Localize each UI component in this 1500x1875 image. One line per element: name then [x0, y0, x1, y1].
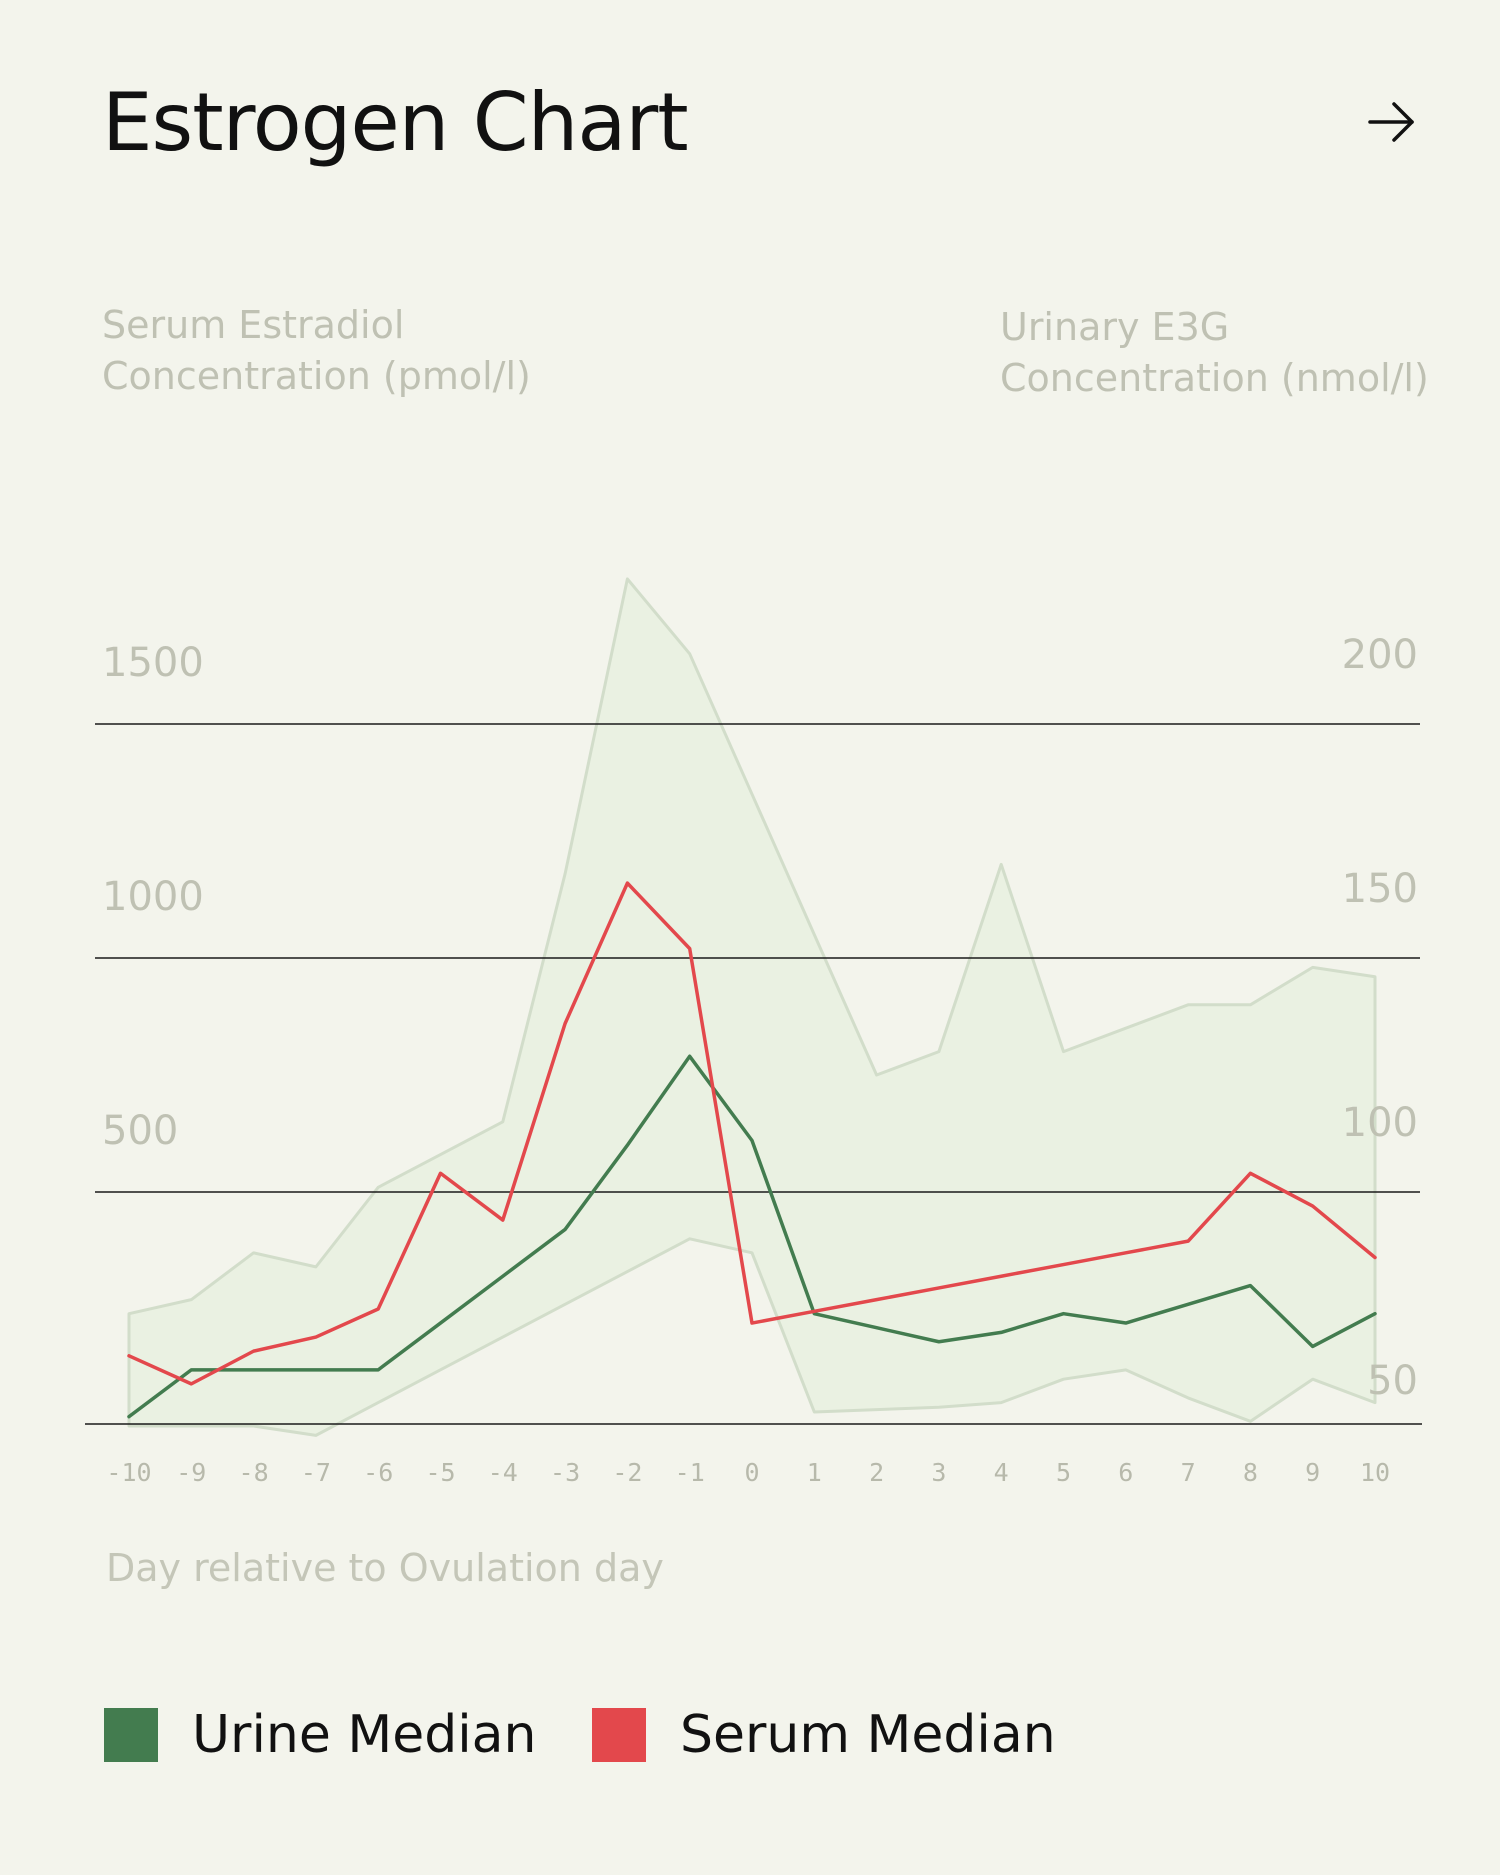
series-line-urine-median: [127, 1054, 1377, 1419]
x-tick-label: -6: [363, 1458, 393, 1487]
series-line-serum-median: [127, 881, 1377, 1386]
left-tick-label: 1000: [102, 874, 204, 920]
x-tick-label: 5: [1056, 1458, 1071, 1487]
x-tick-label: -4: [488, 1458, 518, 1487]
legend-swatch-serum: [592, 1708, 646, 1762]
left-tick-label: 1500: [102, 640, 204, 686]
x-tick-label: 1: [807, 1458, 822, 1487]
x-tick-label: -8: [239, 1458, 269, 1487]
x-tick-label: -7: [301, 1458, 331, 1487]
x-tick-label: 7: [1181, 1458, 1196, 1487]
x-tick-label: -2: [612, 1458, 642, 1487]
x-axis-title: Day relative to Ovulation day: [106, 1546, 664, 1590]
x-tick-label: -9: [176, 1458, 206, 1487]
right-axis-title: Urinary E3G Concentration (nmol/l): [1000, 305, 1429, 400]
x-tick-label: -1: [675, 1458, 705, 1487]
right-tick-label: 150: [1342, 866, 1418, 912]
x-tick-label: -10: [106, 1458, 151, 1487]
left-tick-label: 500: [102, 1108, 178, 1154]
legend-swatch-urine: [104, 1708, 158, 1762]
x-tick-label: 10: [1360, 1458, 1390, 1487]
x-tick-label: -3: [550, 1458, 580, 1487]
legend-item-urine-median: Urine Median: [104, 1705, 537, 1765]
x-tick-label: 8: [1243, 1458, 1258, 1487]
x-tick-label: 6: [1118, 1458, 1133, 1487]
x-tick-label: 3: [931, 1458, 946, 1487]
x-tick-label: 0: [744, 1458, 759, 1487]
x-tick-label: -5: [425, 1458, 455, 1487]
left-axis-title: Serum Estradiol Concentration (pmol/l): [102, 303, 531, 398]
right-tick-label: 100: [1342, 1100, 1418, 1146]
right-tick-label: 50: [1367, 1358, 1418, 1404]
legend-label-urine: Urine Median: [192, 1705, 537, 1765]
legend-item-serum-median: Serum Median: [592, 1705, 1056, 1765]
x-tick-label: 2: [869, 1458, 884, 1487]
page-title: Estrogen Chart: [102, 76, 689, 169]
arrow-right-icon[interactable]: [1366, 96, 1418, 148]
x-tick-label: 4: [994, 1458, 1009, 1487]
legend-label-serum: Serum Median: [680, 1705, 1056, 1765]
right-tick-label: 200: [1342, 632, 1418, 678]
x-tick-label: 9: [1305, 1458, 1320, 1487]
range-band: [127, 577, 1377, 1437]
